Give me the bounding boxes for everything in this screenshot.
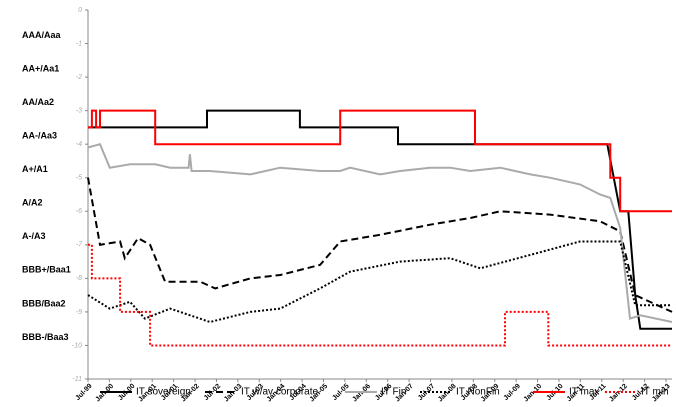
y-tick-label: -11: [72, 376, 82, 383]
legend-label: IT sovereign: [136, 387, 191, 398]
rating-label: AAA/Aaa: [22, 30, 62, 40]
x-tick-label: Jan-12: [608, 383, 629, 404]
series-line: [88, 109, 672, 213]
y-tick-label: -5: [76, 175, 82, 182]
rating-label: AA-/Aa3: [22, 131, 57, 141]
y-tick-label: -9: [76, 309, 82, 316]
series-line: [88, 243, 672, 347]
y-tick-label: -10: [72, 342, 82, 349]
rating-label: AA/Aa2: [22, 97, 54, 107]
y-tick-label: -4: [76, 141, 82, 148]
rating-label: BBB+/Baa1: [22, 265, 71, 275]
x-tick-label: Jan-06: [351, 383, 372, 404]
y-tick-label: -7: [76, 242, 83, 249]
rating-label: AA+/Aa1: [22, 63, 59, 73]
y-tick-label: -8: [76, 275, 82, 282]
y-tick-label: -2: [76, 74, 82, 81]
legend-label: IT max: [569, 387, 599, 398]
y-tick-label: -6: [76, 208, 82, 215]
legend-label: IT NonFin: [456, 387, 500, 398]
legend-label: IT w/av corporate: [241, 387, 319, 398]
x-tick-label: Jan-08: [437, 383, 458, 404]
x-tick-label: Jan-10: [523, 383, 544, 404]
x-tick-label: Jul-09: [503, 383, 522, 402]
rating-label: A+/A1: [22, 164, 48, 174]
series-line: [87, 143, 673, 323]
y-tick-label: -3: [76, 107, 82, 114]
x-tick-label: Jan-00: [94, 383, 115, 404]
x-tick-label: Jul-99: [74, 383, 93, 402]
rating-label: BBB-/Baa3: [22, 332, 69, 342]
series-line: [87, 240, 672, 324]
rating-label: A/A2: [22, 198, 43, 208]
series-line: [87, 177, 673, 313]
y-tick-label: 0: [78, 7, 82, 14]
legend-label: IT min: [641, 387, 669, 398]
legend-label: IT Fin: [381, 387, 406, 398]
rating-label: A-/A3: [22, 231, 46, 241]
y-tick-label: -1: [76, 40, 82, 47]
series-line: [88, 109, 672, 330]
rating-label: BBB/Baa2: [22, 298, 66, 308]
